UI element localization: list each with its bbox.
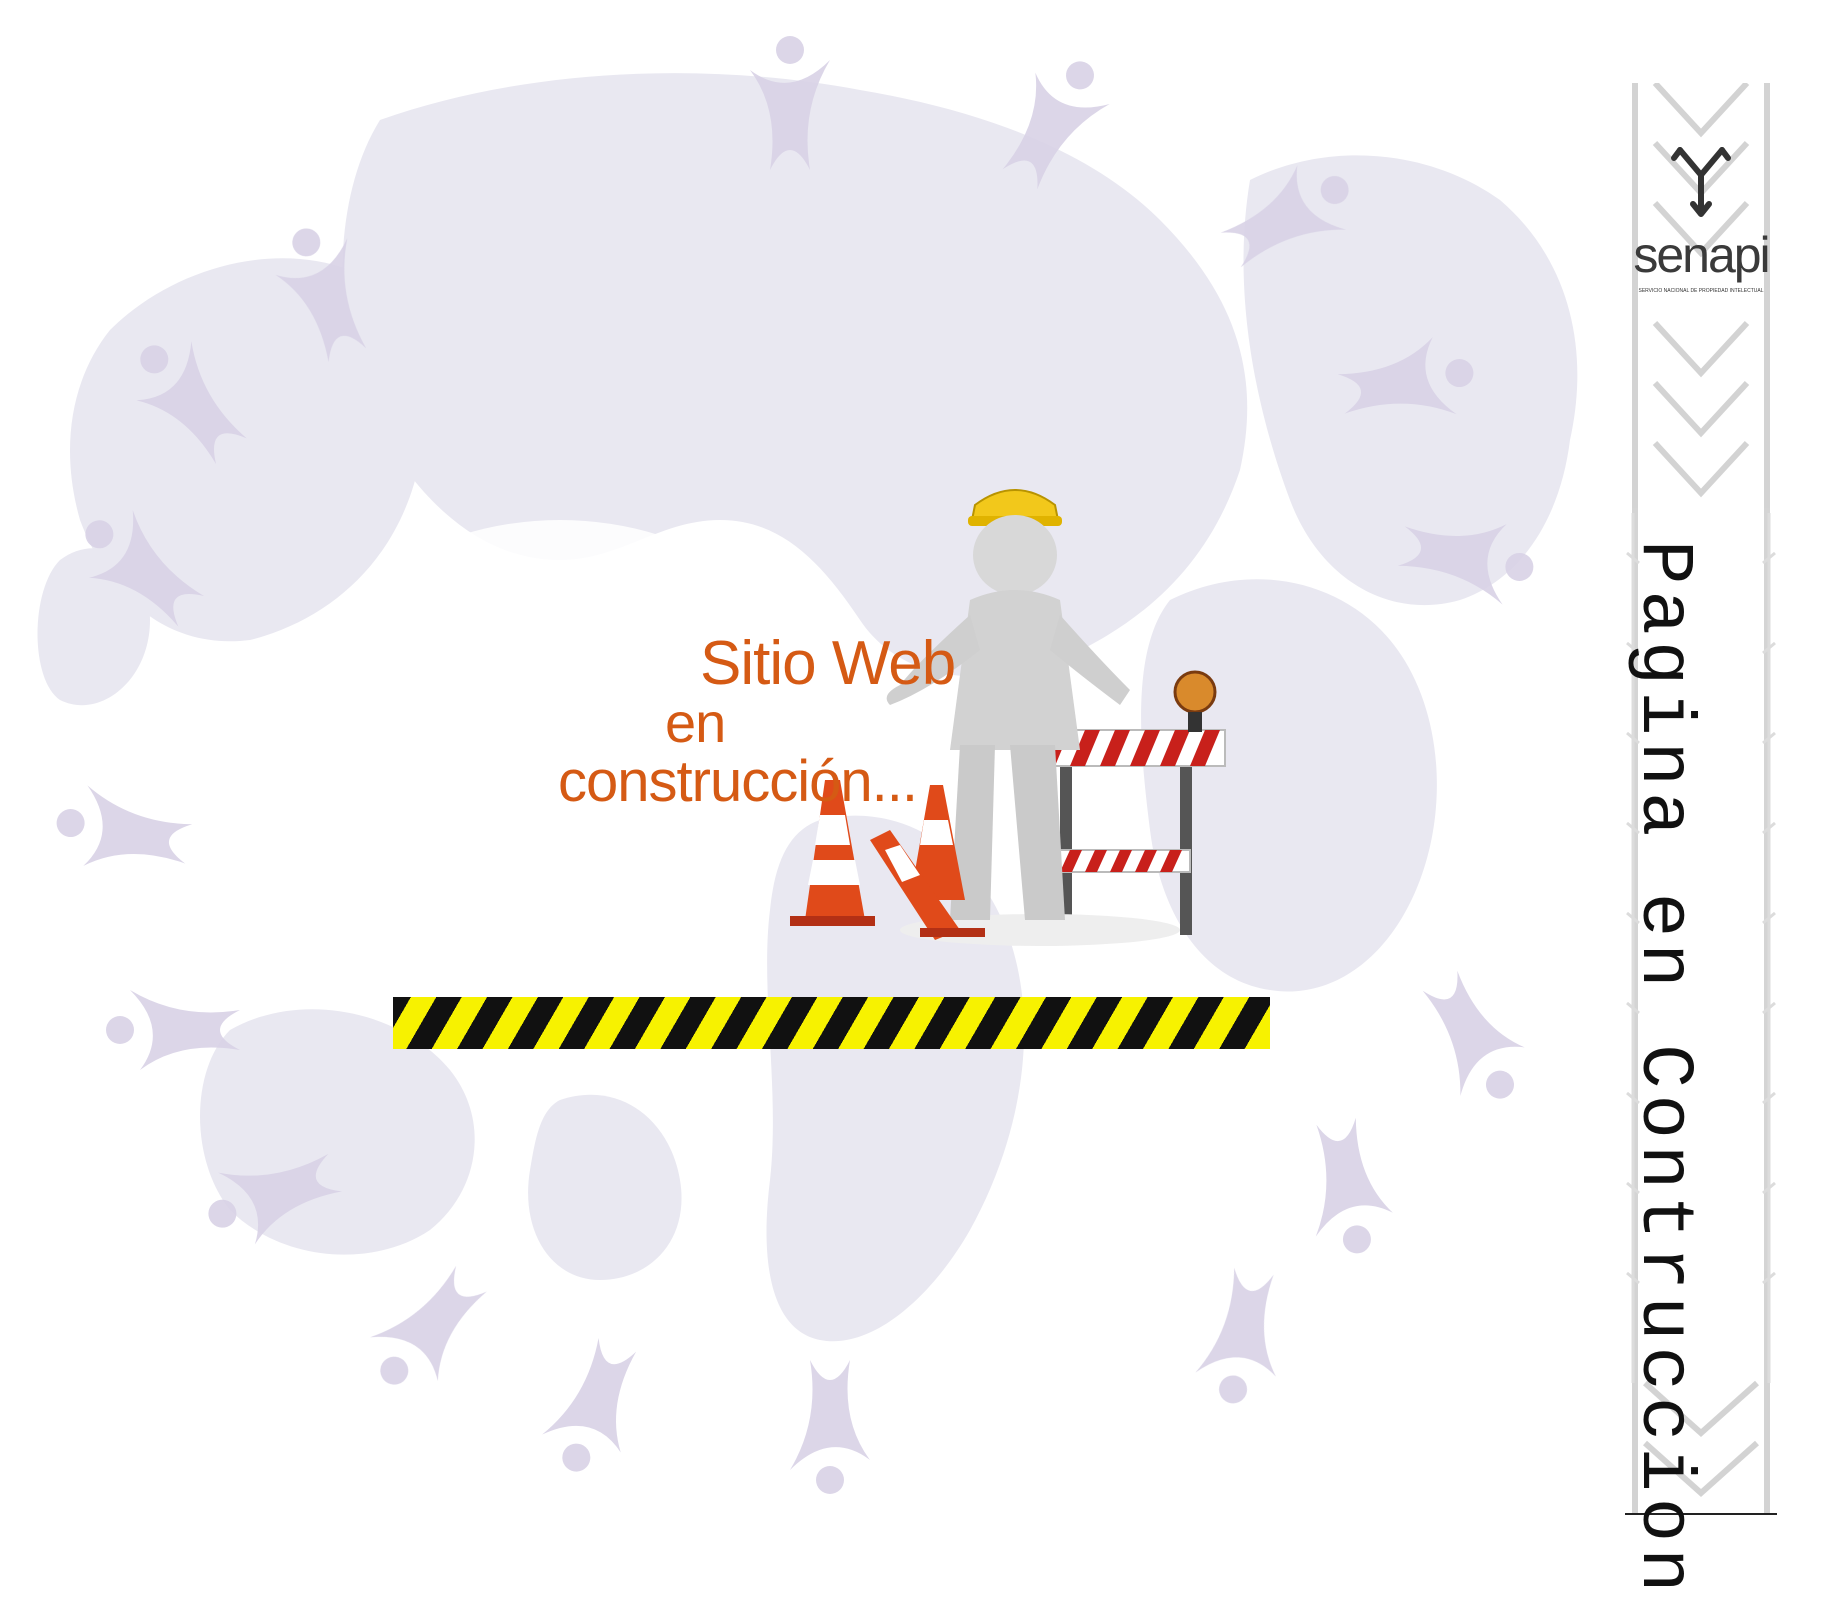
sidebar-pattern-icon — [1626, 83, 1776, 1515]
sidebar-banner — [1625, 83, 1777, 1515]
hero-line-1: Sitio Web — [700, 629, 956, 698]
hero-line-3: construcción... — [558, 749, 918, 814]
senapi-emblem-icon — [1671, 147, 1731, 217]
logo-subtitle: SERVICIO NACIONAL DE PROPIEDAD INTELECTU… — [1638, 288, 1764, 294]
world-map-background — [37, 36, 1578, 1494]
sidebar-divider — [1625, 1513, 1777, 1515]
logo-wordmark: senapi — [1633, 227, 1770, 283]
vertical-title: Pagina en Contruccion — [1621, 540, 1705, 1599]
worker-figure-icon — [790, 489, 1226, 946]
hazard-stripe — [393, 997, 1270, 1049]
construction-illustration: Sitio Web en construcción... — [540, 450, 1260, 970]
hero-line-2: en — [665, 691, 726, 754]
senapi-logo: senapi SERVICIO NACIONAL DE PROPIEDAD IN… — [1630, 130, 1772, 300]
page: Sitio Web en construcción... — [37, 36, 1777, 1599]
traffic-cone-icon — [790, 780, 985, 940]
worker-body — [886, 489, 1180, 946]
